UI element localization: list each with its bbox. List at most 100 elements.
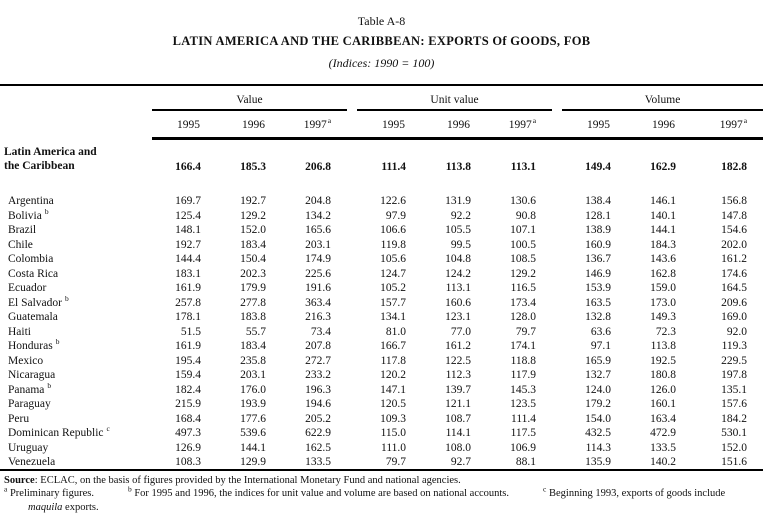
year-header: 1996 xyxy=(422,110,488,140)
value-cell: 159.4 xyxy=(175,369,201,382)
value-cell: 184.3 xyxy=(650,238,677,251)
value-cell: 164.5 xyxy=(721,282,748,295)
value-cell: 163.4 xyxy=(650,412,677,425)
value-cell: 173.0 xyxy=(650,296,677,309)
value-cell: 90.8 xyxy=(515,209,537,222)
value-cell: 113.8 xyxy=(650,340,677,353)
value-cell: 272.7 xyxy=(305,354,332,367)
group-gap xyxy=(347,455,357,470)
group-gap xyxy=(347,397,357,412)
value-cell: 178.1 xyxy=(175,311,201,324)
group-gap xyxy=(347,441,357,456)
value-cell: 161.2 xyxy=(721,253,748,266)
table-row: Ecuador 161.9 179.9 191.6 105.2 113.1 116.5 153… xyxy=(0,281,763,296)
value-cell: 129.2 xyxy=(240,209,266,222)
value-cell: 144.1 xyxy=(240,441,266,454)
group-gap xyxy=(552,252,562,267)
value-cell: 539.6 xyxy=(240,427,266,440)
group-header-value: Value xyxy=(152,85,348,111)
table-row: Venezuela 108.3 129.9 133.5 79.7 92.7 88.1 135.… xyxy=(0,455,763,470)
value-cell: 149.3 xyxy=(650,311,677,324)
value-cell: 197.8 xyxy=(721,369,748,382)
country-name: Colombia xyxy=(8,253,54,266)
label-column-header xyxy=(0,85,152,110)
group-gap xyxy=(552,238,562,253)
value-cell: 138.4 xyxy=(585,195,612,208)
value-cell: 105.6 xyxy=(380,253,407,266)
value-cell: 122.5 xyxy=(445,354,472,367)
table-row: Haiti 51.5 55.7 73.4 81.0 77.0 79.7 63.6 72.3 92.… xyxy=(0,325,763,340)
value-cell: 55.7 xyxy=(245,325,266,338)
group-gap xyxy=(347,426,357,441)
value-cell: 117.8 xyxy=(380,354,407,367)
value-cell: 135.9 xyxy=(585,455,612,468)
footnotes: Source: ECLAC, on the basis of figures p… xyxy=(0,474,763,515)
table-number: Table A-8 xyxy=(357,14,406,28)
value-cell: 108.0 xyxy=(445,441,472,454)
group-gap xyxy=(347,209,357,224)
year-header: 1996 xyxy=(627,110,693,140)
value-cell: 215.9 xyxy=(175,398,201,411)
value-cell: 122.6 xyxy=(380,195,407,208)
footnote-a: a Preliminary figures. xyxy=(4,484,94,499)
group-gap xyxy=(347,252,357,267)
value-cell: 100.5 xyxy=(510,238,537,251)
value-cell: 114.3 xyxy=(585,441,612,454)
table-title: LATIN AMERICA AND THE CARIBBEAN: EXPORTS… xyxy=(172,34,591,48)
group-gap xyxy=(552,383,562,398)
spacer-row xyxy=(0,176,763,194)
group-gap xyxy=(552,339,562,354)
value-cell: 147.8 xyxy=(721,209,748,222)
value-cell: 183.1 xyxy=(175,267,201,280)
group-gap xyxy=(347,110,358,140)
year-header: 1997a xyxy=(487,110,553,140)
value-cell: 194.6 xyxy=(305,398,332,411)
value-cell: 177.6 xyxy=(240,412,266,425)
value-cell: 81.0 xyxy=(385,325,407,338)
value-cell: 140.2 xyxy=(650,455,677,468)
value-cell: 162.5 xyxy=(305,441,332,454)
value-cell: 136.7 xyxy=(585,253,612,266)
value-cell: 129.2 xyxy=(510,267,537,280)
value-cell: 124.7 xyxy=(380,267,407,280)
country-name: Chile xyxy=(8,238,33,251)
group-header-unit-value: Unit value xyxy=(357,85,553,111)
value-cell: 173.4 xyxy=(510,296,537,309)
group-gap xyxy=(552,325,562,340)
group-gap xyxy=(347,310,357,325)
value-cell: 153.9 xyxy=(585,282,612,295)
country-name: El Salvador b xyxy=(8,293,69,309)
year-header-row: 1995 1996 1997a 1995 1996 1997a 1995 199… xyxy=(0,110,763,140)
country-name: Argentina xyxy=(8,195,54,208)
value-cell: 112.3 xyxy=(445,369,472,382)
table-row: Paraguay 215.9 193.9 194.6 120.5 121.1 123.5 17… xyxy=(0,397,763,412)
country-name: Honduras b xyxy=(8,337,60,353)
country-name: Nicaragua xyxy=(8,369,56,382)
value-cell: 105.5 xyxy=(445,224,472,237)
table-subtitle: (Indices: 1990 = 100) xyxy=(328,56,435,70)
value-cell: 209.6 xyxy=(721,296,748,309)
value-cell: 115.0 xyxy=(380,427,407,440)
value-cell: 134.2 xyxy=(305,209,332,222)
value-cell: 128.0 xyxy=(510,311,537,324)
table-row: Peru 168.4 177.6 205.2 109.3 108.7 111.4 154.0 1… xyxy=(0,412,763,427)
value-cell: 154.6 xyxy=(721,224,748,237)
group-gap xyxy=(347,412,357,427)
value-cell: 156.8 xyxy=(721,195,748,208)
table-row: Dominican Republic c 497.3 539.6 622.9 115.0 1… xyxy=(0,425,763,441)
footnote-line: a Preliminary figures. b For 1995 and 199… xyxy=(4,484,763,501)
group-gap xyxy=(347,194,357,209)
group-gap xyxy=(552,397,562,412)
table-row: Brazil 148.1 152.0 165.6 106.6 105.5 107.1 138.… xyxy=(0,223,763,238)
value-cell: 97.1 xyxy=(590,340,612,353)
value-cell: 183.4 xyxy=(240,238,266,251)
region-name: Latin America and the Caribbean xyxy=(4,146,97,172)
value-cell: 124.0 xyxy=(585,383,612,396)
value-cell: 79.7 xyxy=(515,325,537,338)
value-cell: 120.5 xyxy=(380,398,407,411)
value-cell: 132.8 xyxy=(585,311,612,324)
year-header: 1997a xyxy=(692,110,763,140)
value-cell: 182.8 xyxy=(721,161,748,173)
group-gap xyxy=(552,223,562,238)
value-cell: 131.9 xyxy=(445,195,472,208)
